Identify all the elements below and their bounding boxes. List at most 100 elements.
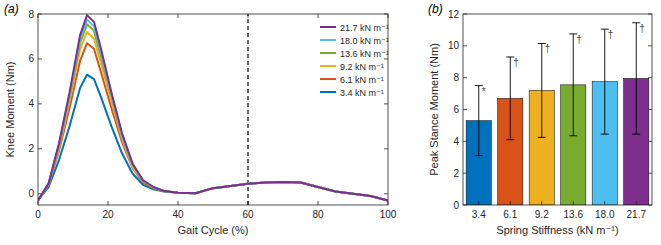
y-tick-label: 0 [453, 200, 459, 211]
annotation: * [482, 86, 486, 97]
x-tick-label: 3.4 [472, 209, 486, 220]
error-line [636, 23, 637, 134]
x-tick [108, 14, 109, 18]
y-tick [38, 58, 42, 59]
error-line [604, 29, 605, 134]
series-line [38, 15, 388, 200]
y-tick-label: 12 [448, 9, 460, 20]
error-line [541, 43, 542, 137]
error-line [573, 34, 574, 136]
error-bar [538, 43, 546, 137]
x-tick-label: 9.2 [535, 209, 549, 220]
x-tick-label: 6.1 [503, 209, 517, 220]
y-tick [648, 45, 652, 46]
panel-a: (a) 0 20 40 60 80 100 0 2 4 6 8 Gait Cycle (%) Knee M… [4, 2, 397, 236]
x-tick-label: 60 [242, 209, 254, 220]
legend-swatch [320, 52, 336, 54]
panel-title: (b) [428, 2, 443, 16]
error-cap [475, 155, 483, 156]
x-tick [318, 201, 319, 205]
error-line [478, 86, 479, 156]
x-tick [604, 201, 605, 205]
x-tick [510, 201, 511, 205]
x-tick-label: 0 [35, 209, 41, 220]
x-tick-label: 13.6 [564, 209, 584, 220]
y-tick [463, 45, 467, 46]
x-axis-label: Gait Cycle (%) [178, 224, 249, 236]
x-axis-label: Spring Stiffness (kN m⁻¹) [496, 224, 618, 236]
reference-line [247, 14, 248, 205]
x-tick [478, 201, 479, 205]
legend-label: 18.0 kN m⁻¹ [340, 36, 389, 46]
y-tick [384, 58, 388, 59]
series-line [38, 32, 388, 201]
x-tick [178, 14, 179, 18]
x-tick-label: 20 [102, 209, 114, 220]
y-tick-label: 8 [453, 72, 459, 83]
y-tick [38, 148, 42, 149]
plot-area [466, 23, 649, 205]
y-tick [384, 148, 388, 149]
x-tick [541, 201, 542, 205]
error-cap [538, 137, 546, 138]
y-tick-label: 4 [28, 98, 34, 109]
annotation: † [608, 29, 614, 40]
y-tick-label: 2 [453, 168, 459, 179]
panel-title: (a) [4, 2, 19, 16]
error-cap [601, 134, 609, 135]
annotation: † [639, 23, 645, 34]
y-axis-label: Knee Moment (Nm) [4, 62, 16, 158]
y-tick [648, 77, 652, 78]
error-cap [506, 139, 514, 140]
y-tick [463, 109, 467, 110]
error-bar [506, 57, 514, 140]
error-bar [632, 23, 640, 134]
annotation: † [545, 43, 551, 54]
y-tick-label: 2 [28, 143, 34, 154]
x-tick [318, 14, 319, 18]
figure: (a)02040608010002468Gait Cycle (%)Knee M… [0, 0, 661, 245]
y-axis-label: Peak Stance Moment (Nm) [428, 43, 440, 176]
y-tick-label: 8 [28, 9, 34, 20]
legend-swatch [320, 39, 336, 41]
legend-label: 9.2 kN m⁻¹ [340, 62, 384, 72]
x-tick-label: 100 [380, 209, 397, 220]
error-cap [632, 134, 640, 135]
panel-b: (b)024681012*†††††3.46.19.213.618.021.7S… [428, 2, 652, 236]
y-tick [384, 103, 388, 104]
x-tick [636, 201, 637, 205]
legend-swatch [320, 65, 336, 67]
y-tick-label: 4 [453, 136, 459, 147]
x-tick [573, 201, 574, 205]
y-tick [38, 103, 42, 104]
legend-label: 21.7 kN m⁻¹ [340, 23, 389, 33]
annotation: † [513, 57, 519, 68]
x-tick [178, 201, 179, 205]
y-tick [463, 77, 467, 78]
error-bar [569, 34, 577, 136]
y-tick-label: 0 [28, 188, 34, 199]
y-tick-label: 10 [448, 40, 460, 51]
legend: 21.7 kN m⁻¹ 18.0 kN m⁻¹ 13.6 kN m⁻¹ 9.2 kN … [320, 23, 389, 98]
x-tick-label: 21.7 [627, 209, 647, 220]
legend-label: 13.6 kN m⁻¹ [340, 49, 389, 59]
series-line [38, 24, 388, 200]
x-tick-label: 40 [172, 209, 184, 220]
y-tick-label: 6 [453, 104, 459, 115]
error-cap [569, 135, 577, 136]
x-tick [108, 201, 109, 205]
legend-label: 6.1 kN m⁻¹ [340, 75, 384, 85]
legend-swatch [320, 78, 336, 80]
series-line [38, 20, 388, 201]
axes-frame [463, 14, 652, 205]
x-tick-label: 18.0 [595, 209, 615, 220]
plot-area [38, 14, 388, 205]
x-tick-label: 80 [312, 209, 324, 220]
axes-frame [38, 14, 388, 205]
error-bar [601, 29, 609, 134]
legend-label: 3.4 kN m⁻¹ [340, 88, 384, 98]
y-tick [384, 193, 388, 194]
legend-swatch [320, 91, 336, 93]
legend-swatch [320, 26, 336, 28]
y-tick-label: 6 [28, 53, 34, 64]
